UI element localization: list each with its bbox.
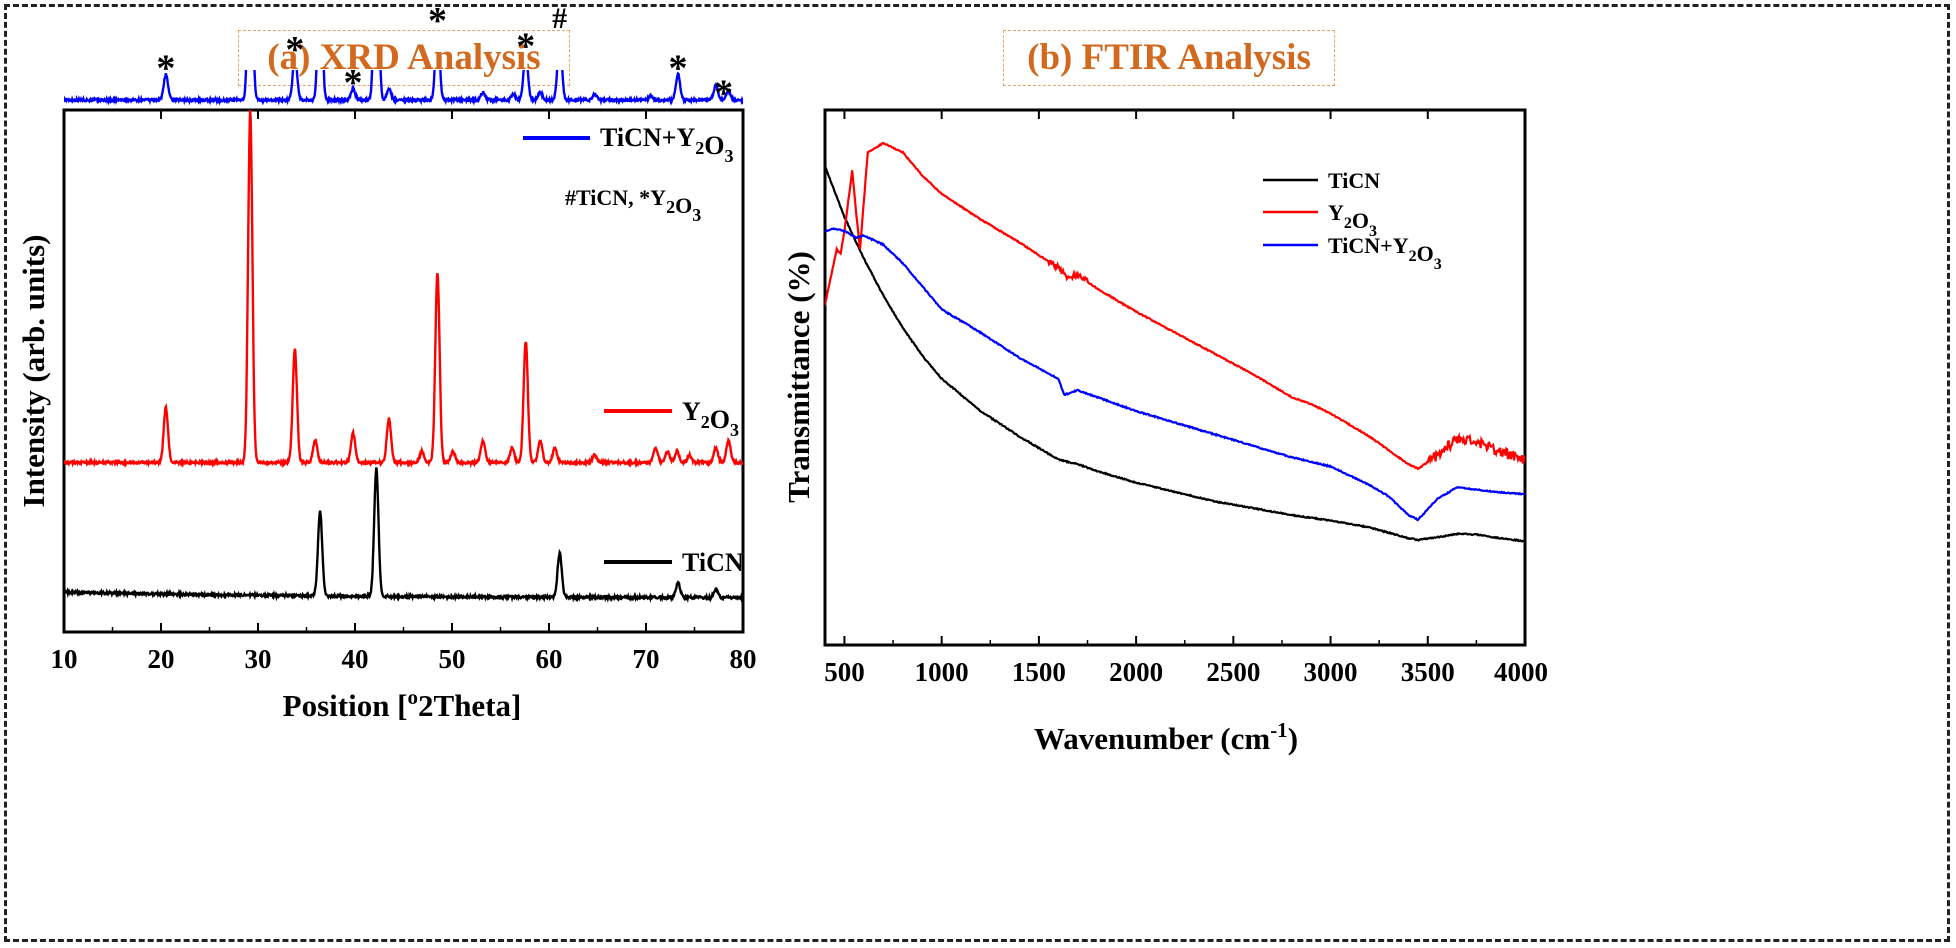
xrd-x-tick-label: 50 — [439, 644, 466, 674]
xrd-x-tick-label: 70 — [633, 644, 660, 674]
xrd-x-tick-label: 40 — [342, 644, 369, 674]
ftir-legend-label: TiCN+Y2O3 — [1328, 233, 1442, 273]
xrd-x-tick-label: 30 — [245, 644, 272, 674]
ftir-plot-frame — [823, 108, 1527, 647]
xrd-peak-marker: * — [285, 29, 304, 71]
xrd-phase-key: #TiCN, *Y2O3 — [565, 185, 701, 225]
xrd-x-tick-label: 80 — [730, 644, 757, 674]
ftir-legend-label: TiCN — [1328, 168, 1380, 193]
ftir-x-axis-label: Wavenumber (cm-1) — [1034, 718, 1298, 756]
xrd-peak-marker: * — [516, 25, 535, 67]
ftir-series-y2o3 — [825, 141, 1525, 471]
ftir-x-tick-label: 1000 — [915, 657, 969, 687]
xrd-x-tick-label: 10 — [51, 644, 78, 674]
ftir-x-tick-label: 2500 — [1206, 657, 1260, 687]
xrd-legend-label: TiCN — [682, 548, 744, 577]
xrd-peak-marker: * — [428, 0, 447, 42]
xrd-series-ticn — [64, 467, 743, 604]
ftir-x-tick-label: 3000 — [1304, 657, 1358, 687]
ftir-y-axis-label: Transmittance (%) — [781, 251, 816, 503]
xrd-x-tick-label: 60 — [536, 644, 563, 674]
ftir-x-tick-label: 3500 — [1401, 657, 1455, 687]
ftir-x-tick-label: 500 — [824, 657, 865, 687]
xrd-peak-marker: * — [344, 62, 363, 104]
xrd-peak-marker: * — [669, 47, 688, 89]
figure-frame — [4, 4, 1950, 942]
xrd-x-tick-label: 20 — [148, 644, 175, 674]
xrd-legend-label: TiCN+Y2O3 — [600, 123, 733, 166]
ftir-x-tick-label: 2000 — [1109, 657, 1163, 687]
xrd-peak-marker: # — [552, 2, 567, 35]
xrd-series-ticn-y2o3 — [64, 70, 743, 106]
xrd-panel-title: (a) XRD Analysis — [238, 30, 570, 86]
ftir-x-tick-label: 1500 — [1012, 657, 1066, 687]
xrd-peak-marker: * — [156, 47, 175, 89]
xrd-legend-label: Y2O3 — [682, 397, 739, 440]
ftir-series-ticn-y2o3 — [825, 227, 1525, 522]
ftir-legend-label: Y2O3 — [1328, 200, 1377, 240]
xrd-peak-marker: * — [714, 72, 733, 114]
ftir-x-tick-label: 4000 — [1494, 657, 1548, 687]
xrd-series-y2o3 — [64, 109, 743, 469]
xrd-y-axis-label: Intensity (arb. units) — [16, 234, 51, 507]
ftir-panel-title: (b) FTIR Analysis — [1003, 30, 1335, 86]
ftir-series-ticn — [825, 166, 1525, 543]
xrd-x-axis-label: Position [o2Theta] — [283, 685, 522, 723]
